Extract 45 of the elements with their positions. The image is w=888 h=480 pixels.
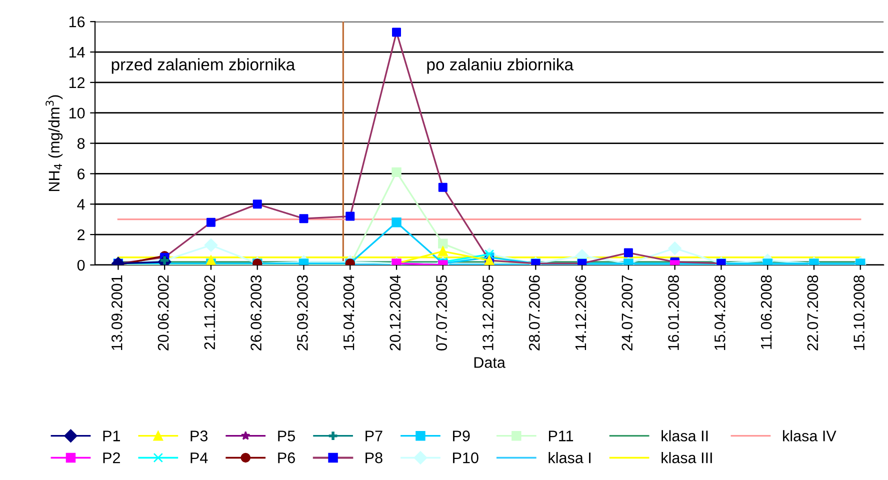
x-tick-label: 13.12.2005 [482,275,494,350]
legend-label: P7 [366,430,382,442]
x-tick-label: 22.07.2008 [807,275,818,350]
y-tick-label: 6 [78,168,85,180]
y-tick-label: 8 [77,138,85,149]
x-tick-label: 07.07.2005 [436,275,448,351]
legend-label: P10 [453,452,478,464]
x-tick-label: 28.07.2006 [528,275,540,350]
y-axis-title: NH$_{4}$ (mg/dm$^{3}$) [46,95,63,191]
legend-label: P8 [366,452,382,464]
x-tick-label: 20.06.2002 [158,275,169,350]
x-tick-label: 25.09.2003 [297,275,308,350]
x-tick-label: 15.04.2004 [343,275,354,350]
y-tick-label: 0 [77,260,85,271]
legend-label: P5 [278,430,295,442]
y-tick-label: 14 [69,47,85,58]
legend-label: P2 [103,452,120,464]
x-tick-label: 11.06.2008 [760,275,772,349]
annotation: po zalaniu zbiornika [427,58,574,74]
legend-label: klasa II [662,430,708,442]
legend-label: klasa III [662,452,712,464]
y-tick-label: 12 [69,77,85,88]
legend-label: P3 [190,430,208,442]
legend-label: P4 [190,452,208,464]
x-tick-label: 20.12.2004 [390,275,401,350]
legend-label: klasa I [548,452,590,464]
x-tick-label: 21.11.2002 [204,275,216,350]
legend-label: P1 [103,430,120,442]
x-axis-title: Data [474,357,506,368]
x-tick-label: 15.10.2008 [854,275,864,350]
y-tick-label: 16 [69,16,85,28]
x-tick-label: 24.07.2007 [622,275,633,350]
legend-label: P9 [453,430,470,442]
legend-label: klasa IV [783,430,836,442]
x-tick-label: 26.06.2003 [250,275,262,350]
x-tick-label: 14.12.2006 [575,275,586,350]
annotation: przed zalaniem zbiornika [112,58,296,74]
legend-label: P6 [278,452,295,464]
legend-label: P11 [548,430,574,442]
y-tick-label: 2 [78,229,85,240]
x-tick-label: 13.09.2001 [111,275,122,350]
y-tick-label: 4 [77,199,85,210]
x-tick-label: 16.01.2008 [668,275,679,350]
y-tick-label: 10 [69,108,85,119]
x-tick-label: 15.04.2008 [714,275,726,350]
